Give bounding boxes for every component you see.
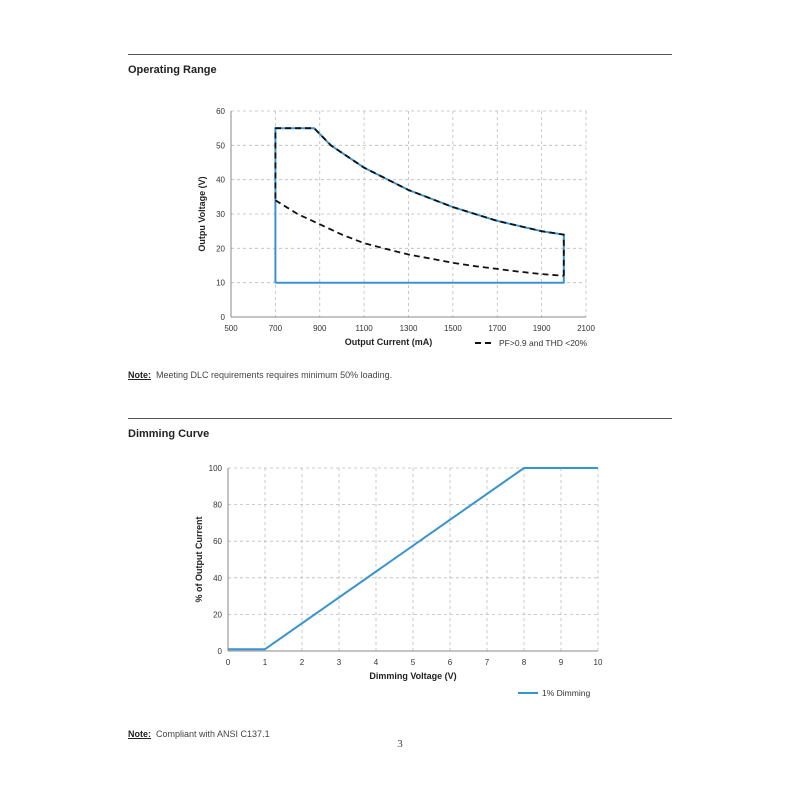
x-axis-label: Dimming Voltage (V) <box>369 671 456 681</box>
series-line <box>228 467 598 651</box>
note-dimming-curve: Note: Compliant with ANSI C137.1 <box>128 729 270 739</box>
x-tick-label: 7 <box>485 658 490 667</box>
y-tick-label: 50 <box>216 141 225 150</box>
x-tick-label: 2100 <box>577 324 595 333</box>
section-divider <box>128 418 672 419</box>
x-tick-label: 1300 <box>400 324 418 333</box>
y-axis-label: Outpu Voltage (V) <box>197 176 207 251</box>
note-text: Compliant with ANSI C137.1 <box>156 729 270 739</box>
y-tick-label: 0 <box>221 313 226 322</box>
y-tick-label: 40 <box>216 176 225 185</box>
x-tick-label: 10 <box>594 658 603 667</box>
x-tick-label: 500 <box>224 324 238 333</box>
note-label: Note: <box>128 729 151 739</box>
note-text: Meeting DLC requirements requires minimu… <box>156 370 393 380</box>
x-tick-label: 6 <box>448 658 453 667</box>
y-axis-label: % of Output Current <box>194 517 204 603</box>
x-tick-label: 900 <box>313 324 327 333</box>
y-tick-label: 40 <box>213 574 222 583</box>
y-tick-label: 60 <box>216 107 225 116</box>
x-tick-label: 4 <box>374 658 379 667</box>
x-tick-label: 2 <box>300 658 305 667</box>
section-divider <box>128 54 672 55</box>
y-tick-label: 20 <box>216 244 225 253</box>
legend-label: PF>0.9 and THD <20% <box>499 338 588 348</box>
legend-label: 1% Dimming <box>542 688 590 698</box>
series-line <box>274 199 564 277</box>
note-operating-range: Note: Meeting DLC requirements requires … <box>128 370 392 380</box>
x-tick-label: 1 <box>263 658 268 667</box>
x-tick-label: 8 <box>522 658 527 667</box>
x-tick-label: 9 <box>559 658 564 667</box>
section-title-operating-range: Operating Range <box>128 64 217 76</box>
series-line <box>274 127 565 284</box>
x-tick-label: 700 <box>269 324 283 333</box>
note-label: Note: <box>128 370 151 380</box>
x-tick-label: 1700 <box>488 324 506 333</box>
y-tick-label: 60 <box>213 537 222 546</box>
x-axis-label: Output Current (mA) <box>345 337 433 347</box>
x-tick-label: 5 <box>411 658 416 667</box>
section-title-dimming-curve: Dimming Curve <box>128 428 210 440</box>
y-tick-label: 30 <box>216 210 225 219</box>
y-tick-label: 0 <box>218 647 223 656</box>
x-tick-label: 1100 <box>356 324 374 333</box>
x-tick-label: 1900 <box>533 324 551 333</box>
y-tick-label: 20 <box>213 610 222 619</box>
y-tick-label: 100 <box>209 464 223 473</box>
y-tick-label: 80 <box>213 501 222 510</box>
page-number: 3 <box>397 738 403 750</box>
x-tick-label: 3 <box>337 658 342 667</box>
series-line <box>274 127 565 276</box>
operating-range-chart: 500 700 900 1100 1300 1500 1700 1900 2100 0 10 20 30… <box>197 107 595 348</box>
x-tick-label: 0 <box>226 658 231 667</box>
y-tick-label: 10 <box>216 279 225 288</box>
x-tick-label: 1500 <box>444 324 462 333</box>
